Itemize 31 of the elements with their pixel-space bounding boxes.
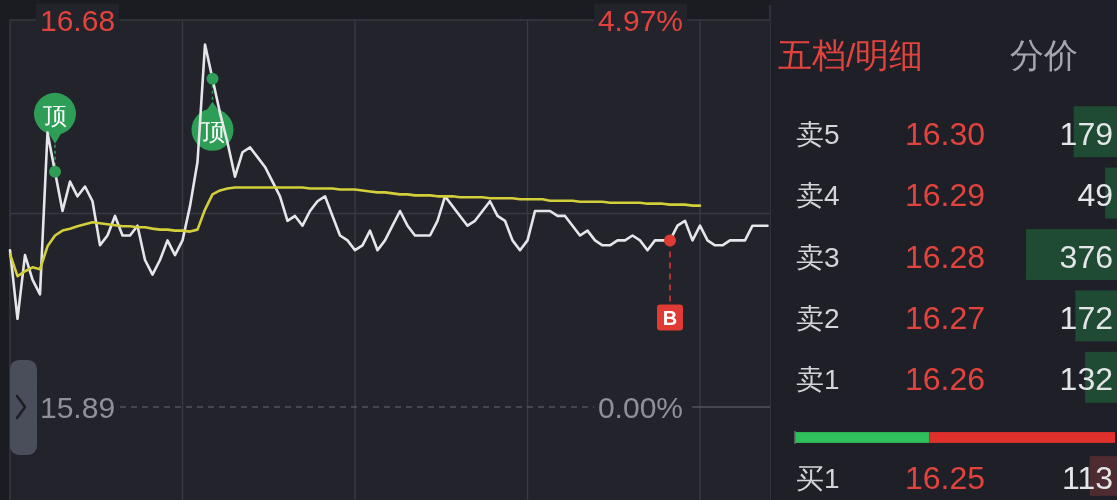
data-label: 376 (1059, 238, 1113, 275)
data-label: 顶 (200, 117, 225, 145)
data-label: 49 (1077, 177, 1113, 214)
y-tick-label: 16.68 (40, 3, 116, 37)
y-tick-label: 买1 (796, 462, 840, 494)
chart-subtitle: 分价 (1010, 36, 1078, 74)
text: 16.26 (905, 361, 986, 398)
y-tick-label: 卖2 (796, 302, 840, 334)
y-tick-label: 卖5 (796, 118, 840, 150)
point (206, 72, 219, 85)
data-label: 179 (1059, 115, 1113, 152)
data-label: 172 (1059, 299, 1113, 336)
y2-tick-label: 0.00% (597, 390, 683, 424)
chart-title: 五档/明细 (778, 36, 924, 74)
y-tick-label: 卖3 (796, 241, 840, 272)
data-label: 顶 (43, 101, 67, 129)
text: 16.29 (905, 177, 986, 214)
y2-tick-label: 4.97% (597, 3, 683, 37)
y-tick-label: 卖4 (796, 179, 840, 211)
text: 16.25 (905, 460, 986, 496)
data-label: 113 (1061, 460, 1113, 496)
data-label: B (662, 307, 678, 330)
y-tick-label: 卖1 (796, 363, 840, 395)
text: 16.28 (905, 238, 986, 275)
text: 16.30 (905, 115, 986, 152)
text: 16.27 (905, 299, 986, 336)
line-series (8, 186, 702, 278)
y-tick-label: 15.89 (40, 390, 116, 424)
data-label: 132 (1059, 361, 1113, 398)
point (49, 165, 61, 178)
point (664, 234, 676, 247)
